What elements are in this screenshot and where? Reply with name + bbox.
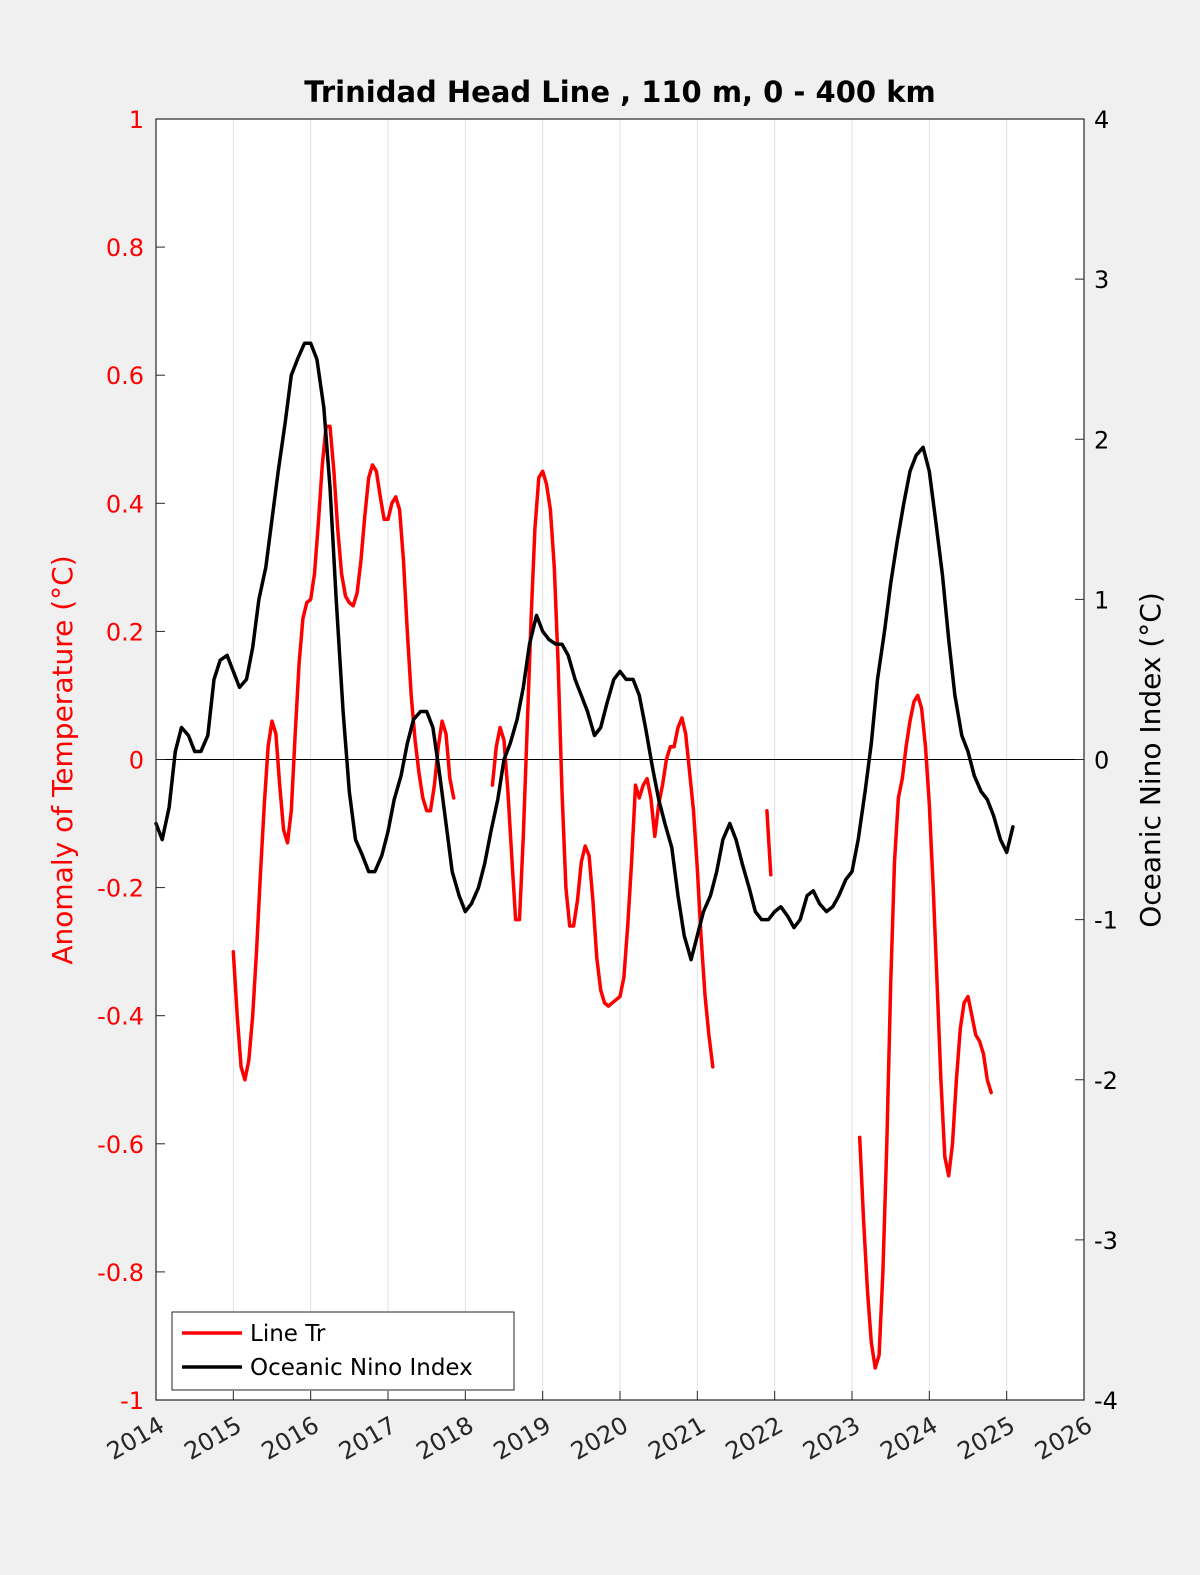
y-left-tick-label: 0.8 <box>106 234 144 262</box>
y-axis-left-label: Anomaly of Temperature (°C) <box>46 555 79 964</box>
y-right-tick-label: 1 <box>1094 586 1109 614</box>
y-left-tick-label: 0.6 <box>106 362 144 390</box>
y-left-tick-label: -0.4 <box>97 1003 144 1031</box>
series-group <box>154 341 1015 1370</box>
y-left-tick-label: 1 <box>129 106 144 134</box>
legend-label-line-tr: Line Tr <box>250 1321 326 1347</box>
y-left-tick-label: 0.2 <box>106 618 144 646</box>
legend: Line Tr Oceanic Nino Index <box>171 1311 515 1391</box>
y-right-tick-label: 2 <box>1094 426 1109 454</box>
y-right-tick-label: -1 <box>1094 907 1118 935</box>
y-left-tick-label: -1 <box>120 1387 144 1415</box>
y-left-tick-label: 0.4 <box>106 490 144 518</box>
series-line-oceanic-nino-index-segment-1 <box>154 341 1015 962</box>
y-right-tick-label: -4 <box>1094 1387 1118 1415</box>
y-left-tick-label: -0.2 <box>97 875 144 903</box>
y-right-tick-label: 3 <box>1094 266 1109 294</box>
chart-title: Trinidad Head Line , 110 m, 0 - 400 km <box>304 75 935 109</box>
y-right-tick-label: 4 <box>1094 106 1109 134</box>
legend-label-oni: Oceanic Nino Index <box>250 1355 473 1381</box>
series-line-line-tr-segment-3 <box>765 808 773 877</box>
y-left-tick-label: -0.6 <box>97 1131 144 1159</box>
series-line-line-tr-segment-4 <box>857 693 993 1370</box>
y-right-tick-label: -2 <box>1094 1067 1118 1095</box>
y-axis-right-label: Oceanic Nino Index (°C) <box>1134 592 1167 928</box>
y-right-tick-label: 0 <box>1094 747 1109 775</box>
series-line-line-tr-segment-1 <box>231 424 456 1082</box>
y-left-tick-label: 0 <box>129 747 144 775</box>
series-line-line-tr-segment-2 <box>490 469 715 1069</box>
y-right-tick-label: -3 <box>1094 1227 1118 1255</box>
y-left-tick-label: -0.8 <box>97 1259 144 1287</box>
legend-box <box>171 1311 515 1391</box>
